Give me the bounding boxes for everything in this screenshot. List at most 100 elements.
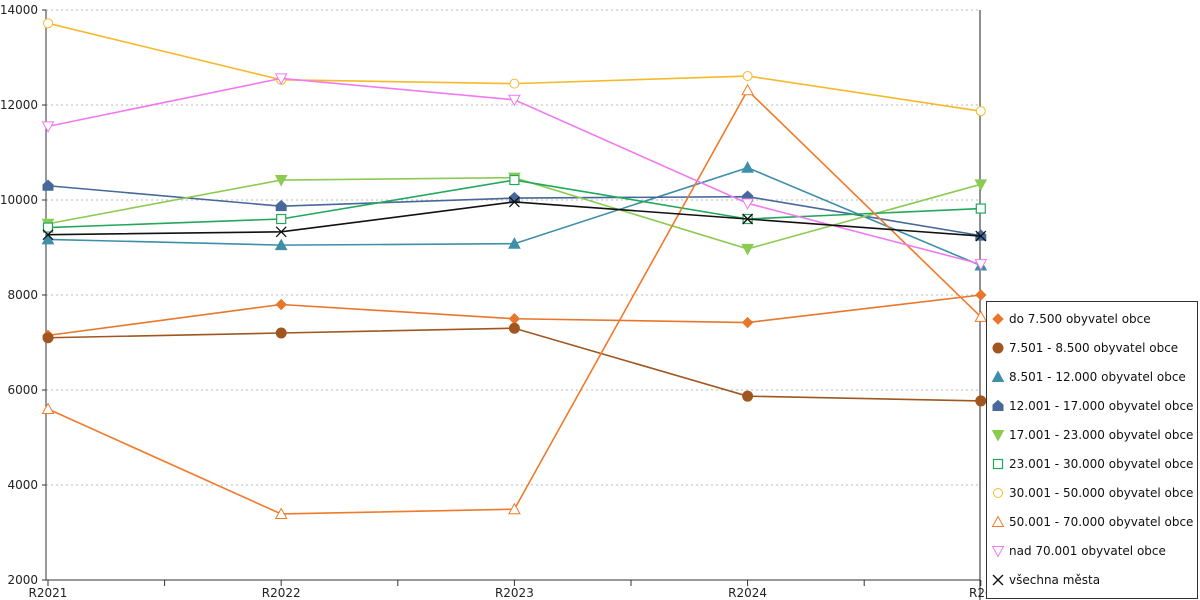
legend-label: 23.001 - 30.000 obyvatel obce	[1009, 457, 1194, 471]
legend-label: 30.001 - 50.000 obyvatel obce	[1009, 486, 1194, 500]
legend-marker	[991, 515, 1005, 527]
legend-marker-icon	[991, 546, 1005, 558]
data-point	[509, 174, 520, 186]
legend-marker	[991, 370, 1005, 382]
data-point	[42, 222, 54, 233]
legend-marker	[991, 546, 1005, 558]
y-tick-label: 10000	[0, 193, 38, 207]
legend-item: 7.501 - 8.500 obyvatel obce	[987, 337, 1197, 359]
data-point	[742, 71, 753, 82]
legend-marker	[992, 574, 1004, 586]
data-point	[975, 203, 986, 214]
legend: do 7.500 obyvatel obce 7.501 - 8.500 obyv…	[986, 301, 1198, 599]
legend-item: 50.001 - 70.000 obyvatel obce	[987, 511, 1197, 533]
series-10	[42, 196, 987, 242]
series-2	[42, 322, 987, 407]
tick-labels: 2000 4000 6000 8000 10000 12000 14000 R2021 R202…	[0, 3, 993, 600]
legend-label: 50.001 - 70.000 obyvatel obce	[1009, 515, 1194, 529]
legend-item: 17.001 - 23.000 obyvatel obce	[987, 424, 1197, 446]
legend-item: do 7.500 obyvatel obce	[987, 308, 1197, 330]
data-point	[274, 238, 288, 251]
data-point	[274, 73, 288, 85]
x-tick-label: R2024	[728, 586, 767, 600]
data-point	[42, 179, 54, 191]
data-point	[975, 289, 987, 301]
data-point	[41, 402, 55, 414]
y-tick-label: 2000	[7, 573, 38, 587]
data-point	[275, 298, 287, 311]
data-point	[509, 78, 520, 89]
legend-marker	[991, 430, 1005, 442]
y-tick-label: 14000	[0, 3, 38, 17]
y-tick-label: 8000	[7, 288, 38, 302]
data-point	[741, 243, 754, 256]
legend-marker	[992, 313, 1004, 325]
legend-marker-icon	[992, 342, 1004, 354]
data-point	[508, 502, 521, 515]
data-point	[742, 213, 754, 225]
legend-item: 8.501 - 12.000 obyvatel obce	[987, 366, 1197, 388]
data-point	[741, 161, 754, 173]
legend-marker	[993, 488, 1003, 498]
data-point	[508, 94, 521, 107]
data-point	[275, 226, 287, 238]
data-point	[41, 232, 55, 245]
data-point	[741, 83, 754, 96]
legend-marker	[992, 458, 1004, 470]
legend-label: 7.501 - 8.500 obyvatel obce	[1009, 341, 1179, 355]
legend-label: všechna města	[1009, 573, 1101, 587]
data-point	[741, 316, 754, 329]
data-point	[974, 310, 988, 322]
data-point	[42, 332, 54, 344]
data-point	[274, 175, 288, 187]
y-tick-label: 6000	[7, 383, 38, 397]
data-point	[508, 322, 520, 334]
data-point	[974, 179, 988, 191]
y-tick-label: 12000	[0, 98, 38, 112]
data-point	[975, 230, 987, 242]
data-point	[975, 229, 987, 241]
data-point	[508, 313, 521, 325]
legend-label: 12.001 - 17.000 obyvatel obce	[1009, 399, 1194, 413]
series-8	[41, 83, 988, 519]
legend-label: do 7.500 obyvatel obce	[1009, 312, 1151, 326]
y-tick-label: 4000	[7, 478, 38, 492]
data-point	[275, 200, 287, 212]
data-point	[274, 507, 288, 519]
legend-item: nad 70.001 obyvatel obce	[987, 540, 1197, 562]
legend-marker-icon	[992, 313, 1004, 325]
data-point	[975, 106, 986, 117]
series-4	[42, 179, 987, 241]
legend-item: 30.001 - 50.000 obyvatel obce	[987, 482, 1197, 504]
legend-marker	[992, 399, 1004, 411]
legend-marker-icon	[991, 515, 1005, 527]
data-point	[508, 237, 521, 249]
legend-marker	[992, 342, 1004, 354]
legend-marker-icon	[992, 399, 1004, 411]
data-point	[275, 327, 287, 339]
x-tick-label: R2022	[262, 586, 301, 600]
data-point	[508, 196, 520, 208]
legend-marker-icon	[993, 488, 1003, 498]
legend-marker-icon	[991, 370, 1005, 382]
data-point	[741, 198, 754, 210]
legend-label: 17.001 - 23.000 obyvatel obce	[1009, 428, 1194, 442]
legend-marker-icon	[992, 458, 1004, 470]
legend-label: nad 70.001 obyvatel obce	[1009, 544, 1166, 558]
data-point	[43, 18, 53, 29]
data-point	[975, 395, 987, 407]
series-9	[41, 73, 988, 271]
data-point	[42, 229, 54, 241]
series-line	[47, 179, 981, 229]
legend-item: 12.001 - 17.000 obyvatel obce	[987, 395, 1197, 417]
legend-marker-icon	[992, 574, 1004, 586]
x-tick-label: R2023	[495, 586, 534, 600]
data-point	[742, 390, 754, 402]
legend-label: 8.501 - 12.000 obyvatel obce	[1009, 370, 1186, 384]
x-tick-label: R2021	[29, 586, 68, 600]
legend-marker-icon	[991, 430, 1005, 442]
data-point	[41, 121, 55, 133]
data-point	[974, 259, 988, 271]
legend-item: 23.001 - 30.000 obyvatel obce	[987, 453, 1197, 475]
